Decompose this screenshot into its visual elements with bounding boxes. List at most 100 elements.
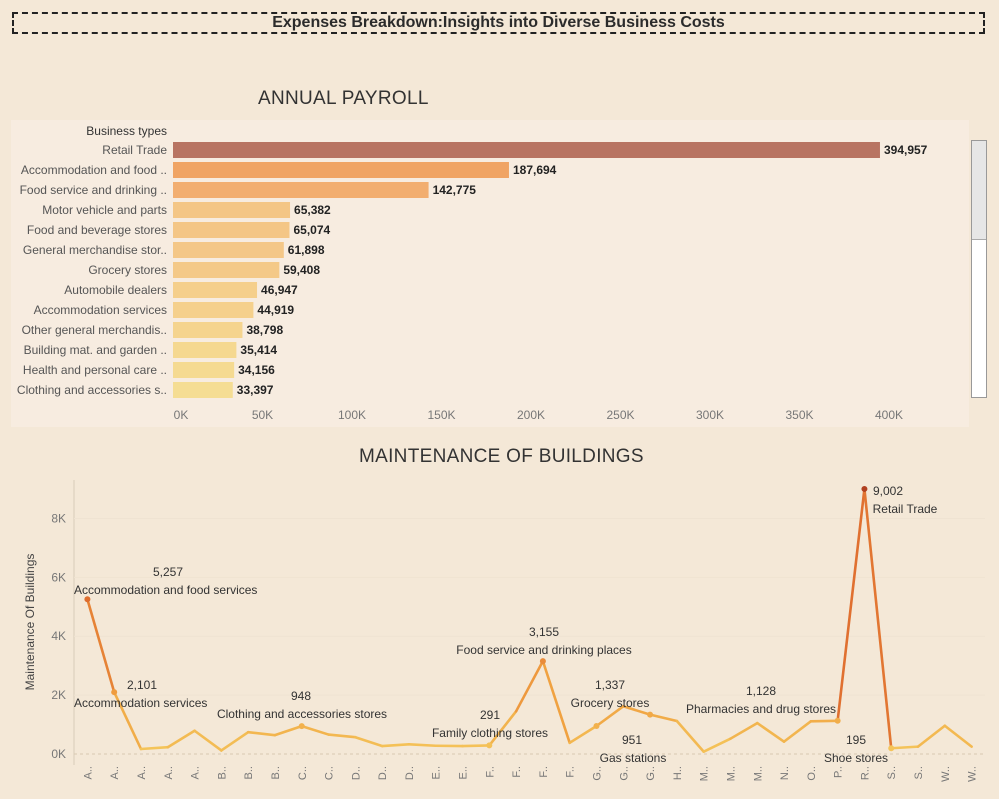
x-tick-label: D.. xyxy=(350,766,362,780)
series-line-segment xyxy=(246,730,277,737)
x-tick-label: R.. xyxy=(859,766,871,780)
x-tick-label: W.. xyxy=(940,766,952,782)
payroll-bar xyxy=(173,302,254,318)
x-tick-label: A.. xyxy=(82,766,94,779)
x-tick-label: 350K xyxy=(785,408,813,422)
payroll-bar xyxy=(173,242,284,258)
bar-value-label: 65,074 xyxy=(293,223,330,237)
payroll-scrollbar[interactable] xyxy=(971,140,987,398)
x-tick-label: C.. xyxy=(324,766,336,780)
data-value-label: 1,337 xyxy=(595,678,625,692)
payroll-bar xyxy=(173,202,291,218)
series-line-segment xyxy=(488,710,518,747)
x-tick-label: 400K xyxy=(875,408,903,422)
x-tick-label: E.. xyxy=(458,766,470,779)
dashboard-title: Expenses Breakdown:Insights into Diverse… xyxy=(12,12,985,34)
x-tick-label: A.. xyxy=(109,766,121,779)
category-label: Food and beverage stores xyxy=(27,223,167,237)
x-tick-label: F.. xyxy=(484,766,496,778)
data-point-marker xyxy=(647,711,654,718)
data-category-label: Pharmacies and drug stores xyxy=(686,702,836,716)
series-line-segment xyxy=(568,724,598,745)
y-tick-label: 2K xyxy=(51,688,66,702)
data-category-label: Gas stations xyxy=(600,751,667,765)
data-value-label: 2,101 xyxy=(127,678,157,692)
category-axis-header: Business types xyxy=(86,124,167,138)
payroll-bar xyxy=(173,182,429,198)
series-line-segment xyxy=(702,737,732,753)
data-value-label: 291 xyxy=(480,708,500,722)
x-tick-label: H.. xyxy=(672,766,684,780)
series-line-segment xyxy=(354,735,384,748)
x-tick-label: W.. xyxy=(967,766,979,782)
payroll-bar xyxy=(173,382,233,398)
x-tick-label: E.. xyxy=(431,766,443,779)
bar-value-label: 394,957 xyxy=(884,143,928,157)
bar-value-label: 59,408 xyxy=(283,263,320,277)
series-line-segment xyxy=(648,713,679,723)
data-point-marker xyxy=(834,717,841,724)
maintenance-chart-title: MAINTENANCE OF BUILDINGS xyxy=(359,446,644,467)
x-tick-label: N.. xyxy=(779,766,791,780)
x-tick-label: G.. xyxy=(591,766,603,781)
category-label: Accommodation and food .. xyxy=(21,163,167,177)
bar-value-label: 34,156 xyxy=(238,363,275,377)
series-line-segment xyxy=(461,744,491,748)
category-label: Food service and drinking .. xyxy=(20,183,167,197)
category-label: Accommodation services xyxy=(34,303,167,317)
series-line-segment xyxy=(943,724,973,748)
x-tick-label: M.. xyxy=(752,766,764,781)
y-tick-label: 8K xyxy=(51,511,66,525)
series-line-segment xyxy=(782,720,813,743)
bar-value-label: 44,919 xyxy=(257,303,294,317)
x-tick-label: 300K xyxy=(696,408,724,422)
payroll-bar xyxy=(173,262,280,278)
series-line-segment xyxy=(407,742,438,748)
data-point-marker xyxy=(539,658,546,665)
data-point-marker xyxy=(486,742,493,749)
x-tick-label: F.. xyxy=(511,766,523,778)
data-value-label: 948 xyxy=(291,689,311,703)
x-tick-label: A.. xyxy=(136,766,148,779)
data-category-label: Clothing and accessories stores xyxy=(217,707,387,721)
series-line-segment xyxy=(380,742,411,748)
category-label: Building mat. and garden .. xyxy=(24,343,167,357)
series-line-segment xyxy=(889,745,920,750)
payroll-bar xyxy=(173,222,290,238)
scrollbar-thumb[interactable] xyxy=(972,141,986,240)
data-value-label: 951 xyxy=(622,733,642,747)
y-axis-label: Maintenance Of Buildings xyxy=(23,554,37,691)
category-label: Other general merchandis.. xyxy=(22,323,167,337)
x-tick-label: M.. xyxy=(725,766,737,781)
x-tick-label: G.. xyxy=(645,766,657,781)
series-line-segment xyxy=(863,487,893,750)
series-line-segment xyxy=(755,721,786,743)
y-tick-label: 4K xyxy=(51,629,66,643)
series-line-segment xyxy=(193,729,223,752)
x-tick-label: 100K xyxy=(338,408,366,422)
category-label: General merchandise stor.. xyxy=(23,243,167,257)
y-tick-label: 0K xyxy=(51,747,66,761)
series-line-segment xyxy=(166,729,196,749)
series-line-segment xyxy=(112,690,143,751)
data-category-label: Accommodation and food services xyxy=(74,583,257,597)
series-line-segment xyxy=(595,704,625,728)
bar-value-label: 33,397 xyxy=(237,383,274,397)
data-point-marker xyxy=(861,485,868,492)
category-label: Clothing and accessories s.. xyxy=(17,383,167,397)
x-tick-label: A.. xyxy=(163,766,175,779)
payroll-bar xyxy=(173,322,243,338)
x-tick-label: B.. xyxy=(243,766,255,779)
series-line-segment xyxy=(273,724,304,737)
category-label: Automobile dealers xyxy=(64,283,167,297)
series-line-segment xyxy=(675,719,705,753)
payroll-bar xyxy=(173,362,235,378)
x-tick-label: D.. xyxy=(377,766,389,780)
payroll-chart-title: ANNUAL PAYROLL xyxy=(258,88,429,109)
x-tick-label: S.. xyxy=(886,766,898,779)
data-category-label: Accommodation services xyxy=(74,696,207,710)
x-tick-label: D.. xyxy=(404,766,416,780)
payroll-bar xyxy=(173,282,258,298)
bar-value-label: 38,798 xyxy=(246,323,283,337)
series-line-segment xyxy=(916,724,947,748)
